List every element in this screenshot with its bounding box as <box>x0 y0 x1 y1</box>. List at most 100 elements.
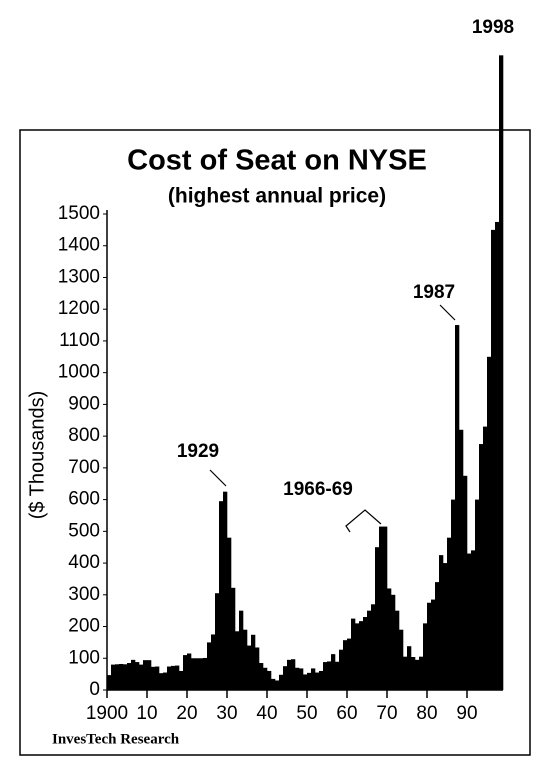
bar <box>215 593 220 690</box>
bar <box>299 668 304 690</box>
y-tick-label: 1100 <box>59 330 100 351</box>
bar <box>251 634 256 690</box>
bar <box>431 599 436 690</box>
bar <box>223 491 228 690</box>
y-tick-label: 700 <box>68 457 100 478</box>
bar <box>435 582 440 690</box>
x-tick-label: 10 <box>136 703 157 724</box>
y-tick-label: 400 <box>68 552 100 573</box>
y-tick-label: 900 <box>68 393 100 414</box>
bar <box>203 657 208 690</box>
leader-lines <box>209 304 456 533</box>
bar <box>355 623 360 690</box>
bar <box>139 664 144 690</box>
bar <box>331 654 336 690</box>
x-tick-label: 70 <box>376 703 397 724</box>
bar <box>327 661 332 690</box>
bar <box>159 673 164 690</box>
annotation: 1966-69 <box>283 479 353 500</box>
x-tick-label: 40 <box>256 703 277 724</box>
y-tick-label: 100 <box>68 647 100 668</box>
x-tick-label: 1900 <box>86 703 128 724</box>
bar <box>443 563 448 690</box>
annotation: 1998 <box>472 17 514 38</box>
bar <box>231 587 236 690</box>
bar <box>219 501 224 690</box>
chart-title: Cost of Seat on NYSE <box>127 145 427 177</box>
bar <box>451 499 456 690</box>
bar <box>359 621 364 690</box>
bar <box>175 665 180 690</box>
chart-subtitle: (highest annual price) <box>168 185 386 208</box>
bar <box>295 667 300 690</box>
bar <box>415 659 420 690</box>
y-tick-label: 200 <box>68 616 100 637</box>
bar <box>279 674 284 690</box>
bar <box>395 610 400 690</box>
bar <box>131 659 136 690</box>
bar <box>315 672 320 690</box>
bar <box>303 674 308 690</box>
y-tick-label: 1200 <box>58 298 100 319</box>
bar <box>455 325 460 690</box>
y-tick-label: 1500 <box>58 203 100 224</box>
bar <box>239 610 244 690</box>
bar <box>147 660 152 690</box>
bar <box>235 631 240 690</box>
y-tick-label: 500 <box>68 520 100 541</box>
bar <box>459 429 464 690</box>
bar <box>115 664 120 690</box>
bar <box>499 55 504 691</box>
x-tick-label: 30 <box>216 703 237 724</box>
bar <box>107 675 112 690</box>
bar <box>283 666 288 690</box>
source: InvesTech Research <box>52 731 180 747</box>
bar <box>183 655 188 690</box>
y-tick-label: 300 <box>68 584 100 605</box>
bar <box>211 634 216 690</box>
x-tick-label: 90 <box>456 703 477 724</box>
bar <box>171 665 176 690</box>
bar <box>387 588 392 690</box>
annotation: 1929 <box>177 441 219 462</box>
bar <box>447 537 452 690</box>
bar <box>411 656 416 690</box>
y-tick-label: 0 <box>89 679 100 700</box>
bar <box>467 553 472 690</box>
bar <box>255 647 260 690</box>
bar <box>307 672 312 690</box>
bar <box>423 623 428 690</box>
bar <box>375 547 380 690</box>
bar <box>407 646 412 690</box>
bar <box>179 670 184 690</box>
bar <box>483 426 488 690</box>
y-tick-label: 1400 <box>58 235 100 256</box>
bar <box>271 678 276 690</box>
y-tick-label: 1300 <box>58 266 100 287</box>
bar <box>323 662 328 690</box>
bar <box>491 229 496 690</box>
bar <box>191 658 196 690</box>
bar <box>123 664 128 690</box>
bar <box>427 602 432 690</box>
bar <box>135 662 140 690</box>
bar <box>291 659 296 690</box>
bar <box>379 526 384 690</box>
bar <box>167 666 172 690</box>
y-tick-label: 800 <box>68 425 100 446</box>
bar <box>259 663 264 690</box>
bar <box>391 594 396 690</box>
bar <box>383 526 388 690</box>
bar <box>287 659 292 690</box>
bar <box>155 666 160 690</box>
bar <box>335 661 340 690</box>
bar <box>119 663 124 690</box>
x-tick-label: 20 <box>176 703 197 724</box>
bar <box>399 629 404 690</box>
bar <box>227 537 232 690</box>
y-tick-label: 1000 <box>58 362 100 383</box>
bar <box>343 640 348 690</box>
bar <box>347 638 352 690</box>
bar <box>311 668 316 690</box>
